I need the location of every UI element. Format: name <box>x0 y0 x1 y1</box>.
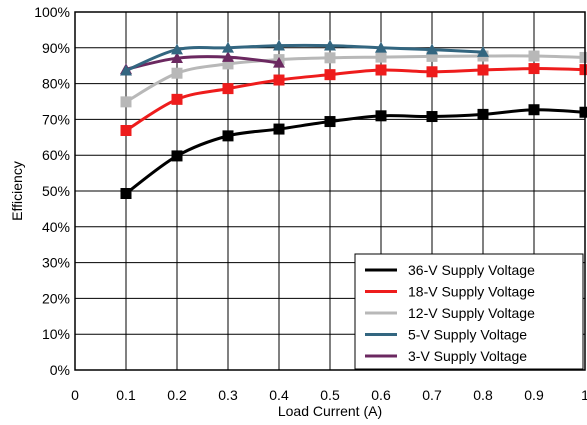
legend-label: 3-V Supply Voltage <box>408 348 527 364</box>
data-point <box>528 104 540 116</box>
data-point <box>579 64 587 76</box>
x-tick-label: 1 <box>581 387 587 403</box>
legend-label: 12-V Supply Voltage <box>408 305 535 321</box>
y-tick-label: 90% <box>42 40 70 56</box>
series-line <box>125 55 280 71</box>
y-tick-label: 40% <box>42 219 70 235</box>
x-tick-label: 0.9 <box>524 387 544 403</box>
data-point <box>426 50 438 62</box>
data-point <box>120 188 132 200</box>
data-point <box>426 111 438 123</box>
y-tick-label: 70% <box>42 111 70 127</box>
data-point <box>324 52 336 64</box>
data-point <box>273 39 285 51</box>
series-line <box>125 67 586 132</box>
series-line <box>125 54 586 104</box>
data-point <box>171 43 183 55</box>
x-tick-label: 0.8 <box>473 387 493 403</box>
series-3 <box>120 39 489 76</box>
y-tick-label: 10% <box>42 326 70 342</box>
series-layer <box>120 39 587 200</box>
legend: 36-V Supply Voltage 18-V Supply Voltage 12… <box>354 253 584 370</box>
data-point <box>273 56 285 68</box>
legend-label: 5-V Supply Voltage <box>408 327 527 343</box>
y-tick-label: 80% <box>42 76 70 92</box>
data-point <box>375 64 387 76</box>
x-tick-labels: 0 0.1 0.2 0.3 0.4 0.5 0.6 0.7 0.8 0.9 1 <box>71 387 587 403</box>
data-point <box>477 108 489 120</box>
x-axis-title: Load Current (A) <box>278 403 382 419</box>
data-point <box>171 52 183 63</box>
y-tick-label: 60% <box>42 147 70 163</box>
data-point <box>324 69 336 81</box>
data-point <box>477 64 489 76</box>
data-point <box>324 39 336 51</box>
plot-frame <box>74 11 586 371</box>
x-tick-label: 0.6 <box>371 387 391 403</box>
data-point <box>579 51 587 63</box>
data-point <box>375 41 387 53</box>
data-point <box>120 96 132 108</box>
data-point <box>222 58 234 70</box>
x-tick-label: 0.2 <box>167 387 187 403</box>
legend-label: 36-V Supply Voltage <box>408 262 535 278</box>
y-tick-label: 20% <box>42 290 70 306</box>
data-point <box>171 150 183 162</box>
y-tick-label: 50% <box>42 183 70 199</box>
data-point <box>426 43 438 55</box>
data-point <box>273 123 285 135</box>
data-point <box>273 74 285 86</box>
data-point <box>222 83 234 95</box>
data-point <box>528 50 540 62</box>
data-point <box>120 124 132 136</box>
data-point <box>222 51 234 62</box>
data-point <box>222 41 234 53</box>
data-point <box>120 64 132 76</box>
legend-label: 18-V Supply Voltage <box>408 284 535 300</box>
data-point <box>324 116 336 128</box>
data-point <box>579 106 587 118</box>
series-1 <box>120 63 587 136</box>
data-point <box>426 66 438 78</box>
x-tick-label: 0.5 <box>320 387 340 403</box>
data-point <box>222 130 234 142</box>
data-point <box>171 93 183 105</box>
y-tick-label: 100% <box>34 4 70 20</box>
series-line <box>125 43 484 73</box>
y-axis-title: Efficiency <box>9 161 25 221</box>
data-point <box>375 51 387 63</box>
x-tick-label: 0.7 <box>422 387 442 403</box>
series-0 <box>120 104 587 200</box>
x-tick-label: 0.4 <box>269 387 289 403</box>
data-point <box>171 67 183 79</box>
data-point <box>528 63 540 75</box>
data-point <box>375 110 387 122</box>
y-tick-label: 0% <box>50 362 70 378</box>
x-tick-label: 0 <box>71 387 79 403</box>
x-tick-label: 0.3 <box>218 387 238 403</box>
data-point <box>477 46 489 57</box>
y-tick-label: 30% <box>42 255 70 271</box>
y-tick-labels: 0% 10% 20% 30% 40% 50% 60% 70% 80% 90% 100% <box>34 4 70 378</box>
x-tick-label: 0.1 <box>116 387 136 403</box>
series-line <box>125 108 586 195</box>
